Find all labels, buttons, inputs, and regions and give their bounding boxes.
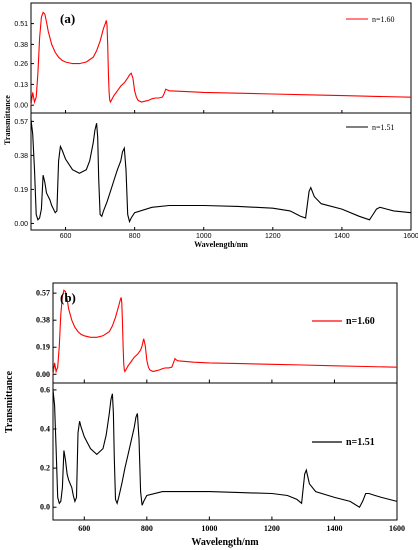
y-tick-label-b1-2: 0.4 <box>40 425 50 434</box>
series-line-a-n151 <box>30 119 412 224</box>
plot-frame-b <box>52 282 398 521</box>
x-tick-label-b-3: 1200 <box>264 524 280 533</box>
x-tick-label-a-5: 1600 <box>403 233 418 240</box>
y-tick-label-a1-0: 0.00 <box>14 221 28 228</box>
y-tick-label-b1-1: 0.2 <box>40 464 50 473</box>
x-tick-label-b-5: 1600 <box>389 524 405 533</box>
y-tick-label-b0-3: 0.57 <box>36 289 50 298</box>
x-tick-label-b-4: 1400 <box>326 524 342 533</box>
plot-frame-a <box>30 2 412 231</box>
y-axis-ticks-b-bottom: 0.0 0.2 0.4 0.6 <box>40 385 57 512</box>
y-tick-label-b0-0: 0.00 <box>36 370 50 379</box>
y-tick-label-a0-3: 0.38 <box>14 42 28 49</box>
x-axis-label-b: Wavelength/nm <box>191 537 259 548</box>
y-tick-label-b1-3: 0.6 <box>40 385 50 394</box>
legend-label-b-n160: n=1.60 <box>346 316 375 327</box>
chart-panel-a: 0.00 0.13 0.26 0.38 0.51 0.00 0.19 0.38 0.57 60… <box>3 2 418 249</box>
x-axis-ticks-b: 600 800 1000 1200 1400 1600 <box>78 379 405 533</box>
x-axis-label-a: Wavelength/nm <box>194 240 248 249</box>
y-tick-label-a1-1: 0.19 <box>14 187 28 194</box>
series-line-b-n151 <box>52 389 398 508</box>
legend-label-b-n151: n=1.51 <box>346 437 375 448</box>
y-tick-label-b1-0: 0.0 <box>40 503 50 512</box>
panel-label-a: (a) <box>60 11 75 26</box>
y-tick-label-a1-3: 0.57 <box>14 119 28 126</box>
y-tick-label-b0-2: 0.38 <box>36 316 50 325</box>
legend-label-a-n160: n=1.60 <box>372 15 395 24</box>
x-tick-label-a-0: 600 <box>60 233 72 240</box>
x-tick-label-a-1: 800 <box>129 233 141 240</box>
y-tick-label-a1-2: 0.38 <box>14 153 28 160</box>
x-tick-label-a-2: 1000 <box>196 233 212 240</box>
series-line-b-n160 <box>52 289 398 375</box>
panel-label-b: (b) <box>60 290 76 305</box>
y-tick-label-a0-1: 0.13 <box>14 82 28 89</box>
x-tick-label-a-3: 1200 <box>265 233 281 240</box>
chart-panel-b: 0.00 0.19 0.38 0.57 0.0 0.2 0.4 0.6 600 800 1000… <box>4 282 405 548</box>
x-tick-label-b-0: 600 <box>78 524 90 533</box>
x-tick-label-b-2: 1000 <box>201 524 217 533</box>
x-tick-label-b-1: 800 <box>141 524 153 533</box>
y-tick-label-a0-2: 0.26 <box>14 61 28 68</box>
y-axis-ticks-b-top: 0.00 0.19 0.38 0.57 <box>36 289 57 379</box>
legend-label-a-n151: n=1.51 <box>372 123 395 132</box>
y-tick-label-b0-1: 0.19 <box>36 343 50 352</box>
y-axis-label-a: Transmittance <box>3 95 12 145</box>
y-tick-label-a0-0: 0.00 <box>14 103 28 110</box>
series-line-a-n160 <box>30 11 412 106</box>
y-tick-label-a0-4: 0.51 <box>14 21 28 28</box>
y-axis-label-b: Transmittance <box>4 370 15 433</box>
x-axis-ticks-a: 600 800 1000 1200 1400 1600 <box>60 110 418 240</box>
x-tick-label-a-4: 1400 <box>334 233 350 240</box>
